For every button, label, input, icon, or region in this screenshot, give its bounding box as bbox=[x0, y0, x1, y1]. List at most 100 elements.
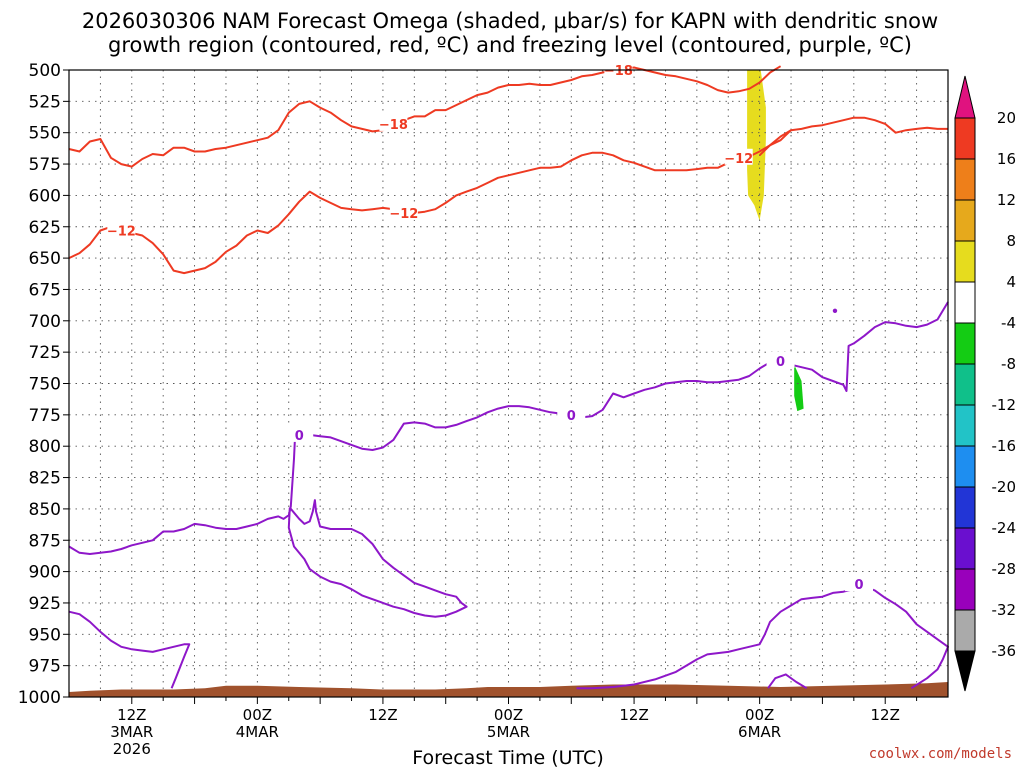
colorbar-segment-4 bbox=[954, 445, 976, 488]
colorbar-label-6: -12 bbox=[992, 396, 1017, 414]
freezing-level-upper-contour-label-bg-2 bbox=[766, 351, 795, 368]
freezing-level-east-contour bbox=[576, 585, 949, 690]
freezing-level-east-contour-label-bg-0 bbox=[845, 575, 874, 592]
colorbar-segment-7 bbox=[954, 322, 976, 365]
dgz-minus12-contour-label-0: −12 bbox=[107, 225, 136, 240]
y-tick-label-925: 925 bbox=[29, 594, 61, 614]
dgz-minus12-contour-label-2: −12 bbox=[724, 152, 753, 167]
x-tick-label-18-1: 4MAR bbox=[236, 723, 279, 741]
colorbar-low-arrow bbox=[954, 650, 976, 692]
freezing-level-upper-contour-label-1: 0 bbox=[567, 409, 576, 424]
y-tick-label-900: 900 bbox=[29, 563, 61, 583]
colorbar-segment-11 bbox=[954, 158, 976, 201]
y-tick-label-625: 625 bbox=[29, 218, 61, 238]
colorbar-label-3: -24 bbox=[992, 519, 1017, 537]
chart-title-line-2: growth region (contoured, red, ºC) and f… bbox=[108, 33, 912, 57]
x-tick-label-78-0: 12Z bbox=[871, 706, 900, 724]
y-tick-label-1000: 1000 bbox=[18, 688, 61, 708]
freezing-level-upper-contour-label-0: 0 bbox=[295, 429, 304, 444]
y-tick-label-675: 675 bbox=[29, 280, 61, 300]
freezing-level-surface-contour bbox=[68, 610, 191, 689]
x-axis-label: Forecast Time (UTC) bbox=[412, 747, 603, 768]
colorbar-label-13: 20 bbox=[997, 109, 1016, 127]
x-tick-label-42-1: 5MAR bbox=[487, 723, 530, 741]
y-tick-label-850: 850 bbox=[29, 500, 61, 520]
x-tick-label-42-0: 00Z bbox=[494, 706, 523, 724]
x-tick-label-6-2: 2026 bbox=[113, 740, 151, 758]
colorbar-segment-3 bbox=[954, 486, 976, 529]
y-tick-label-550: 550 bbox=[29, 124, 61, 144]
y-tick-label-650: 650 bbox=[29, 249, 61, 269]
colorbar-label-9: 4 bbox=[1006, 273, 1016, 291]
colorbar-label-2: -28 bbox=[992, 560, 1017, 578]
colorbar-label-5: -16 bbox=[992, 437, 1017, 455]
x-tick-label-66-0: 00Z bbox=[745, 706, 774, 724]
x-tick-label-18-0: 00Z bbox=[243, 706, 272, 724]
y-tick-label-600: 600 bbox=[29, 186, 61, 206]
colorbar-label-11: 12 bbox=[997, 191, 1016, 209]
omega-negative-8-4 bbox=[794, 364, 804, 412]
y-tick-label-500: 500 bbox=[29, 61, 61, 81]
y-tick-label-525: 525 bbox=[29, 92, 61, 112]
freezing-level-upper-contour-label-bg-0 bbox=[285, 425, 314, 442]
colorbar-segment-9 bbox=[954, 240, 976, 283]
y-tick-label-750: 750 bbox=[29, 375, 61, 395]
dgz-minus12-contour-label-1: −12 bbox=[389, 207, 418, 222]
freezing-level-upper-contour-label-bg-1 bbox=[557, 405, 586, 422]
dgz-minus12-contour-label-bg-0 bbox=[107, 221, 136, 238]
dgz-minus18-contour bbox=[68, 65, 782, 168]
freezing-level-upper-contour bbox=[68, 301, 949, 555]
y-tick-label-950: 950 bbox=[29, 625, 61, 645]
colorbar-segment-6 bbox=[954, 363, 976, 406]
y-tick-label-800: 800 bbox=[29, 437, 61, 457]
freezing-level-dot bbox=[832, 308, 838, 313]
dgz-minus18-contour-label-1: −18 bbox=[604, 64, 633, 79]
colorbar-segment-8 bbox=[954, 281, 976, 324]
colorbar-label-8: -4 bbox=[1001, 314, 1016, 332]
colorbar-label-4: -20 bbox=[992, 478, 1017, 496]
colorbar-segment-1 bbox=[954, 568, 976, 611]
y-tick-label-700: 700 bbox=[29, 312, 61, 332]
omega-positive-4-8 bbox=[747, 70, 766, 221]
credit-text: coolwx.com/models bbox=[869, 746, 1012, 762]
gridlines bbox=[69, 70, 948, 697]
dgz-minus12-contour-label-bg-2 bbox=[724, 148, 753, 165]
surface-terrain bbox=[69, 682, 948, 697]
plot-area: −18 −18 −12 −12 −12 0 0 0 0 bbox=[68, 61, 949, 698]
contour-layer: −18 −18 −12 −12 −12 0 0 0 0 bbox=[68, 61, 949, 690]
dgz-minus12-contour bbox=[68, 129, 792, 275]
x-tick-label-6-0: 12Z bbox=[117, 706, 146, 724]
x-tick-label-6-1: 3MAR bbox=[110, 723, 153, 741]
dgz-minus18-contour-label-bg-0 bbox=[379, 114, 408, 131]
x-tick-label-66-1: 6MAR bbox=[738, 723, 781, 741]
colorbar-label-7: -8 bbox=[1001, 355, 1016, 373]
colorbar-segment-5 bbox=[954, 404, 976, 447]
freezing-level-east-contour-label-0: 0 bbox=[855, 578, 864, 593]
dgz-minus18-contour-label-bg-1 bbox=[604, 61, 633, 77]
y-tick-label-575: 575 bbox=[29, 155, 61, 175]
colorbar-label-0: -36 bbox=[992, 642, 1017, 660]
y-tick-label-875: 875 bbox=[29, 531, 61, 551]
x-tick-label-30-0: 12Z bbox=[368, 706, 397, 724]
colorbar-label-1: -32 bbox=[992, 601, 1017, 619]
colorbar: -36 -32 -28 -24 -20 -16 -12 -8 -4 4 8 12 16 20 bbox=[954, 75, 1017, 692]
colorbar-segment-12 bbox=[954, 117, 976, 160]
terrain-layer bbox=[69, 682, 948, 697]
x-tick-label-54-0: 12Z bbox=[619, 706, 648, 724]
freezing-level-lower-contour bbox=[287, 499, 468, 618]
colorbar-label-10: 8 bbox=[1006, 232, 1016, 250]
colorbar-label-12: 16 bbox=[997, 150, 1016, 168]
colorbar-segment-2 bbox=[954, 527, 976, 570]
chart-title-line-1: 2026030306 NAM Forecast Omega (shaded, μ… bbox=[82, 9, 938, 33]
y-tick-label-775: 775 bbox=[29, 406, 61, 426]
dgz-minus12-contour-label-bg-1 bbox=[389, 203, 418, 220]
colorbar-high-arrow bbox=[954, 75, 976, 119]
y-axis: 500 525 550 575 600 625 650 675 700 725 750 775 800 8… bbox=[18, 61, 69, 708]
y-tick-label-975: 975 bbox=[29, 657, 61, 677]
freezing-level-small-contour bbox=[767, 673, 808, 690]
freezing-level-upper-contour-label-2: 0 bbox=[776, 355, 785, 370]
omega-shading-layer bbox=[747, 70, 804, 412]
colorbar-segment-0 bbox=[954, 609, 976, 652]
y-tick-label-725: 725 bbox=[29, 343, 61, 363]
